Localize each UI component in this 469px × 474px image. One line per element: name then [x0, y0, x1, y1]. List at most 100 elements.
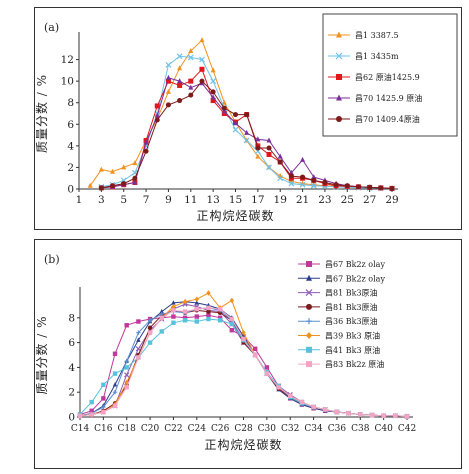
chart-panel-a: (a) 0 2 4 6 8 10 12 1 3 5 7 9 11 13 15 17 19 21 23 25 27 29 正构烷… — [34, 7, 462, 230]
chart-a-series-1-point — [232, 126, 239, 133]
chart-a-series-1-point — [299, 181, 306, 188]
chart-b-series-7-point — [77, 413, 83, 418]
chart-b-series-7-point — [101, 409, 106, 415]
chart-b-series-1-point — [112, 382, 118, 387]
chart-a-series-3-point — [221, 108, 227, 114]
chart-a-series-4-point — [121, 181, 127, 187]
chart-a-xtick-label: 15 — [229, 194, 242, 206]
chart-b-series-0-point — [182, 315, 188, 320]
chart-a-legend-label: 昌70 1409.4原油 — [355, 114, 420, 124]
chart-a-series-4-point — [311, 177, 317, 183]
chart-a-xtick-label: 21 — [296, 194, 309, 206]
chart-b-ytick-label: 8 — [68, 312, 75, 324]
chart-b-series-2-point — [124, 372, 130, 378]
chart-b-series-1-point — [171, 300, 176, 305]
chart-a-series-3-point — [132, 179, 138, 185]
chart-a-legend-box — [322, 13, 458, 137]
chart-b-series-6-point — [206, 316, 211, 322]
chart-b-series-7-point — [217, 306, 223, 312]
chart-a-legend: 昌1 3387.5 昌1 3435m 昌62 原油1425.9 昌70 1425.9 … — [322, 13, 458, 137]
chart-b-series-7-point — [112, 403, 118, 409]
chart-a-series-2-point — [199, 66, 205, 72]
chart-b-series-5-point — [206, 290, 211, 296]
chart-a-series-0-point — [177, 65, 183, 71]
chart-b-series-7-point — [393, 413, 398, 418]
chart-b-series-7-point — [241, 336, 246, 342]
chart-b-series-7-point — [276, 385, 281, 390]
chart-b-ytick-label: 4 — [68, 362, 75, 374]
chart-b-series-6-point — [89, 399, 94, 405]
chart-a-series-4-point — [378, 185, 384, 191]
chart-b-series-6-point — [194, 319, 199, 324]
chart-b-series-0-point — [217, 315, 223, 320]
chart-a-series-2-point — [177, 82, 183, 88]
chart-b-svg: (b) 0 2 4 6 8 C14 C16 C18 C20 C22 C24 C26 C28 C30 C32 C3… — [34, 253, 416, 452]
chart-a-series-3-point — [266, 137, 272, 143]
chart-b-series-0-point — [171, 314, 176, 319]
chart-b-legend-label: 昌81 Bk3原油 — [325, 302, 378, 312]
chart-a-series-3-point — [233, 120, 238, 126]
chart-b-series-7-point — [136, 355, 141, 360]
chart-b-series-6-point — [147, 340, 153, 345]
chart-b-series-4-point — [112, 390, 118, 395]
chart-a-series-0-point — [98, 166, 104, 172]
chart-b-legend-label: 昌41 Bk3 原油 — [325, 345, 380, 355]
chart-b-ytick-label: 6 — [68, 337, 75, 349]
chart-b-xtick-label: C38 — [351, 424, 370, 434]
chart-b-series-0-point — [252, 346, 258, 351]
chart-b-x-axis-title: 正构烷烃碳数 — [204, 437, 282, 452]
chart-b-xtick-label: C40 — [374, 424, 393, 434]
chart-b-series-7-point — [404, 414, 410, 419]
chart-b-legend-label: 昌67 Bk2z olay — [325, 260, 385, 269]
chart-b-panel-label: (b) — [44, 253, 60, 266]
chart-a-series-2-point — [154, 103, 160, 109]
chart-a-y-axis-title: 质量分数 / % — [34, 74, 49, 153]
chart-a-series-1-point — [210, 78, 217, 85]
chart-b-series-7-point — [323, 407, 328, 412]
chart-a-ytick-label: 12 — [61, 54, 74, 66]
chart-a-series-4-point — [277, 159, 283, 165]
chart-b-series-4-point — [124, 359, 129, 364]
chart-b-xtick-label: C36 — [328, 424, 347, 434]
chart-a-x-axis-title: 正构烷烃碳数 — [196, 208, 274, 223]
chart-b-series-6-point — [159, 329, 164, 334]
chart-b-series-3-point — [206, 309, 211, 314]
chart-b-xtick-label: C26 — [211, 424, 230, 434]
chart-b-series-7-point — [206, 305, 211, 311]
chart-a-ytick-label: 2 — [67, 162, 74, 174]
chart-a-series-4-point — [188, 92, 194, 98]
chart-b-series-7-point — [334, 409, 340, 415]
chart-a-series-4-point — [221, 105, 227, 111]
chart-b-xtick-label: C22 — [164, 424, 182, 434]
chart-b-xtick-label: C14 — [71, 424, 90, 434]
chart-a-series-4-point — [233, 112, 238, 118]
chart-b-xtick-label: C42 — [398, 424, 416, 434]
chart-a-xtick-label: 13 — [206, 194, 219, 206]
chart-a-ytick-label: 10 — [61, 76, 74, 88]
chart-a-ytick-label: 4 — [67, 140, 74, 152]
chart-b-series-6-point — [171, 320, 176, 325]
chart-a-series-4 — [98, 78, 395, 191]
chart-b-series-7-point — [229, 316, 235, 322]
chart-a-series-4-point — [300, 174, 306, 180]
chart-b-series-7-point — [171, 308, 176, 313]
chart-a-series-3-point — [255, 136, 261, 142]
chart-a-legend-label: 昌1 3387.5 — [355, 31, 399, 40]
chart-a-legend-marker — [336, 74, 342, 80]
chart-a-legend-label: 昌70 1425.9 原油 — [355, 93, 422, 103]
chart-a-series-0-point — [221, 99, 227, 105]
chart-a-series-2-point — [221, 111, 227, 116]
chart-a-ytick-label: 0 — [67, 184, 74, 196]
chart-a-series-4-point — [344, 183, 350, 189]
chart-a-xtick-label: 5 — [120, 194, 127, 206]
chart-a-series-4-point — [266, 145, 272, 151]
chart-a-series-0-point — [199, 37, 205, 43]
chart-a-series-2-point — [210, 98, 216, 104]
chart-b-series-5-point — [182, 298, 188, 305]
chart-a-series-4-point — [333, 182, 339, 188]
chart-a-series-4-point — [322, 180, 328, 186]
chart-a-series-4-point — [154, 117, 160, 123]
chart-b-series-7-point — [381, 413, 386, 418]
chart-a-series-3-point — [210, 94, 216, 100]
